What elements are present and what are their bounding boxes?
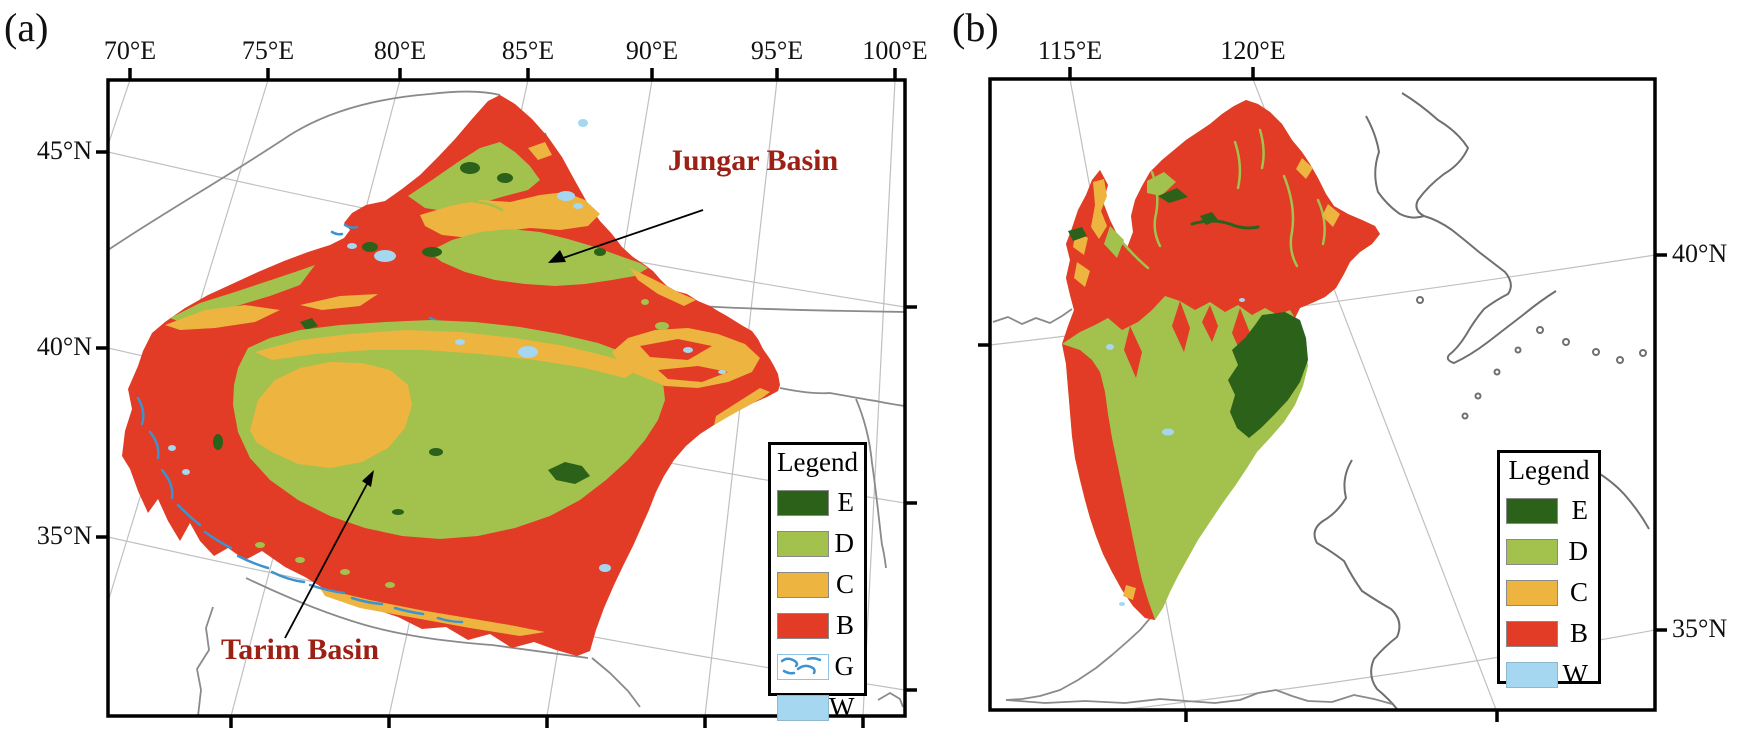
legend-swatch-E xyxy=(777,489,829,516)
legend-row-B: B xyxy=(771,610,864,641)
map-a-ticks xyxy=(96,68,917,728)
map-b-coastlines xyxy=(992,92,1650,710)
a-lat-40N: 40°N xyxy=(36,332,92,361)
panel-a-label: (a) xyxy=(4,5,49,50)
legend-a: Legend E D C B G W xyxy=(768,442,867,722)
legend-row-E: E xyxy=(771,487,864,518)
legend-row-W: W xyxy=(771,692,864,723)
legend-code-C: C xyxy=(835,569,854,599)
map-b-frame xyxy=(988,77,1657,712)
a-lat-45N: 45°N xyxy=(36,136,92,165)
map-a-glaciers xyxy=(136,223,464,624)
b-lon-120E: 120°E xyxy=(1220,36,1286,65)
map-a-jungar-basin xyxy=(428,229,648,286)
legend-b: Legend E D C B W xyxy=(1497,450,1601,689)
a-lon-85E: 85°E xyxy=(501,36,555,65)
map-a-ili-valley xyxy=(170,265,315,322)
legend-code-W: W xyxy=(829,692,855,722)
legend-code-D: D xyxy=(1568,536,1589,566)
legend-row-C: C xyxy=(1500,577,1598,608)
a-lon-95E: 95°E xyxy=(750,36,804,65)
legend-code-W: W xyxy=(1562,659,1588,689)
legend-row-B: B xyxy=(1500,618,1598,649)
legend-code-B: B xyxy=(1569,618,1588,648)
legend-swatch-D xyxy=(777,530,829,557)
map-b-region-red-west xyxy=(1062,344,1155,620)
legend-swatch-B xyxy=(1506,620,1558,647)
legend-swatch-W xyxy=(777,694,829,721)
legend-row-E: E xyxy=(1500,495,1598,526)
map-a-jungar-orange xyxy=(420,192,600,238)
legend-row-G: G xyxy=(771,651,864,682)
legend-code-E: E xyxy=(1571,495,1589,525)
a-lat-35N: 35°N xyxy=(36,521,92,550)
b-lat-35N: 35°N xyxy=(1672,614,1728,643)
a-lon-100E: 100°E xyxy=(862,36,928,65)
legend-b-title: Legend xyxy=(1508,455,1590,485)
panel-b-label: (b) xyxy=(952,5,999,50)
jungar-basin-annotation: Jungar Basin xyxy=(667,144,839,177)
map-a-arrows xyxy=(284,209,704,639)
glacier-pattern-icon xyxy=(780,656,822,674)
legend-swatch-C xyxy=(1506,579,1558,606)
legend-a-title: Legend xyxy=(777,447,858,477)
a-lon-80E: 80°E xyxy=(373,36,427,65)
legend-swatch-C xyxy=(777,571,829,598)
b-lat-40N: 40°N xyxy=(1672,239,1728,268)
map-a-altai-green xyxy=(408,142,540,212)
legend-row-D: D xyxy=(1500,536,1598,567)
legend-row-C: C xyxy=(771,569,864,600)
legend-swatch-G xyxy=(777,653,829,680)
legend-swatch-D xyxy=(1506,538,1558,565)
legend-code-B: B xyxy=(835,610,854,640)
map-a-frame xyxy=(106,78,907,718)
map-b-ticks xyxy=(978,67,1667,722)
map-b-content xyxy=(990,79,1655,710)
tarim-basin-annotation: Tarim Basin xyxy=(220,633,380,666)
legend-code-G: G xyxy=(834,651,855,681)
map-a-tarim-orange xyxy=(250,362,412,468)
legend-code-C: C xyxy=(1569,577,1588,607)
b-lon-115E: 115°E xyxy=(1037,36,1103,65)
legend-code-D: D xyxy=(834,528,855,558)
legend-row-D: D xyxy=(771,528,864,559)
legend-swatch-B xyxy=(777,612,829,639)
map-b-darkgreen-patch xyxy=(1228,312,1308,438)
a-lon-70E: 70°E xyxy=(103,36,157,65)
a-lon-90E: 90°E xyxy=(625,36,679,65)
legend-row-W: W xyxy=(1500,659,1598,690)
legend-swatch-E xyxy=(1506,497,1558,524)
a-lon-75E: 75°E xyxy=(241,36,295,65)
legend-swatch-W xyxy=(1506,661,1558,688)
map-a-content xyxy=(108,80,905,716)
legend-code-E: E xyxy=(837,487,855,517)
